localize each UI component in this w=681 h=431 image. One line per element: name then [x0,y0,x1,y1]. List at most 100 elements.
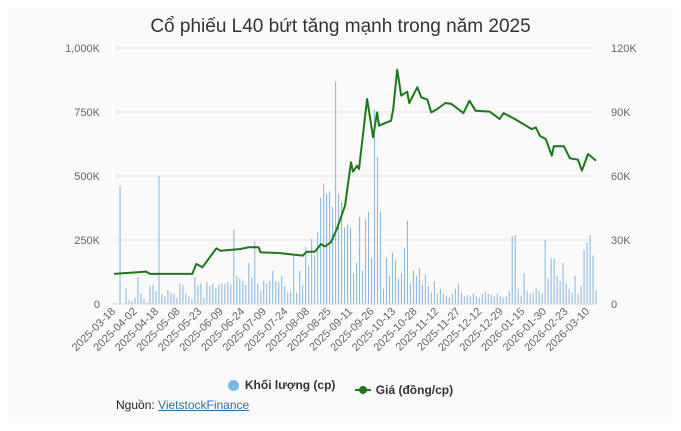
volume-bar [194,277,196,304]
volume-bar [376,156,379,304]
volume-bar [278,282,280,304]
volume-bar [583,250,585,304]
y-left-tick: 1,000K [65,43,101,55]
source-link[interactable]: VietstockFinance [158,398,250,412]
volume-bar [481,293,483,304]
volume-bar [167,289,169,304]
volume-bar [335,81,337,304]
volume-bar [427,286,429,304]
volume-bar [568,288,570,304]
volume-bar [361,270,364,304]
volume-bar [535,288,537,304]
volume-bar [152,284,154,304]
volume-bar [580,286,582,304]
volume-bar [499,296,501,304]
volume-bar [466,295,468,304]
volume-bar [493,296,495,304]
volume-bar [269,280,271,304]
volume-bar [553,259,555,304]
y-right-tick: 30K [611,235,631,247]
volume-bar [478,297,480,304]
volume-bar [463,296,465,304]
volume-bar [326,193,328,304]
legend-item-price[interactable]: Giá (đồng/cp) [354,382,454,397]
volume-bar [412,270,414,304]
volume-bar [505,296,507,304]
volume-bar [415,275,417,304]
volume-bar [251,277,253,304]
volume-bar [293,256,295,304]
volume-bar [520,296,522,304]
volume-bar [475,296,477,304]
volume-bar [388,275,391,304]
volume-bar [409,283,411,304]
volume-bar [439,288,441,304]
volume-bar [209,286,211,304]
volume-bar [445,296,447,304]
volume-bar [134,297,136,304]
y-right-tick: 0 [611,299,617,311]
volume-bar [182,284,184,304]
volume-bar [550,257,552,304]
volume-bar [382,288,385,304]
volume-bar [137,277,139,304]
legend-item-volume[interactable]: Khối lượng (cp) [227,378,335,392]
volume-bar [394,260,397,304]
volume-bar [314,255,316,304]
volume-bar [224,283,226,304]
volume-bar [242,280,244,304]
legend-label-price: Giá (đồng/cp) [375,382,454,397]
chart-title: Cổ phiếu L40 bứt tăng mạnh trong năm 202… [150,16,531,37]
volume-bar [358,216,361,304]
volume-bar [595,289,597,304]
volume-bar [221,283,223,304]
volume-bar [454,288,456,304]
y-left-tick: 0 [94,299,100,311]
volume-bar [272,270,274,304]
volume-bar [508,291,510,304]
volume-bar [158,176,160,304]
volume-bar [125,288,127,304]
y-left-tick: 500K [74,171,100,183]
volume-bar [517,288,519,304]
volume-bar [511,236,513,304]
volume-bar [350,227,352,304]
volume-bar [400,273,403,304]
volume-bar [547,278,549,304]
volume-bar [149,286,151,304]
volume-bar [571,292,573,304]
volume-dot-icon [227,379,239,391]
volume-bar [502,297,504,304]
volume-bar [370,257,373,304]
volume-bar [586,242,588,304]
volume-bar [442,293,444,304]
volume-bar [421,283,423,304]
volume-bar [254,241,256,304]
volume-bar [200,283,202,304]
volume-bar [397,278,400,304]
volume-bar [353,273,355,304]
volume-bar [320,197,322,304]
volume-bar [406,220,408,304]
legend: Khối lượng (cp) Giá (đồng/cp) [0,378,681,397]
volume-bar [329,191,331,304]
volume-bar [436,293,438,304]
volume-bar [457,283,459,304]
volume-bar [556,275,558,304]
volume-bar [206,282,208,304]
volume-bar [323,183,325,304]
volume-bar [131,301,133,304]
volume-bar [191,298,193,304]
volume-bar [140,293,142,304]
volume-bar [484,291,486,304]
volume-bar [487,293,489,304]
chart-panel [8,8,673,423]
volume-bar [472,293,474,304]
volume-bar [589,234,591,304]
volume-bar [260,291,262,304]
volume-bar [227,282,229,304]
volume-bar [113,302,115,304]
volume-bar [541,293,543,304]
volume-bar [311,238,313,304]
volume-bar [302,284,304,304]
